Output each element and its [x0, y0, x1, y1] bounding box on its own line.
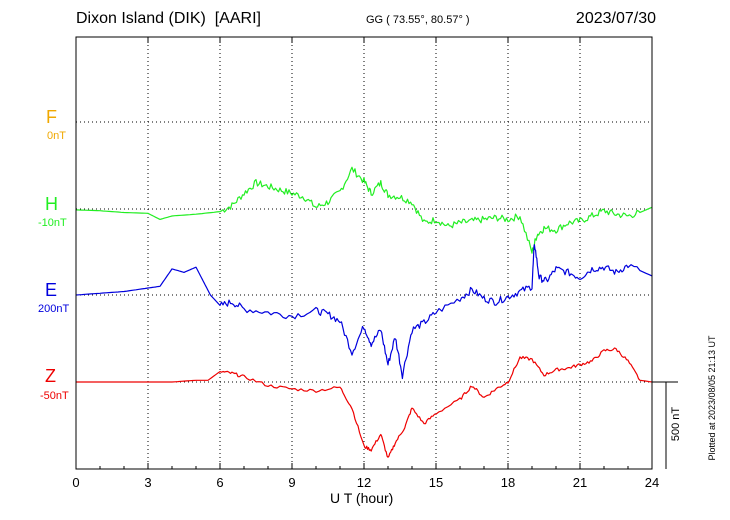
geo-coords: GG ( 73.55°, 80.57° ) [366, 14, 470, 26]
baseline-H: -10nT [38, 217, 67, 229]
tick-label-3: 3 [144, 475, 151, 490]
tick-label-24: 24 [645, 475, 659, 490]
tick-label-9: 9 [288, 475, 295, 490]
series-line-Z [76, 347, 653, 458]
tick-label-0: 0 [72, 475, 79, 490]
label-Z: Z [45, 366, 56, 386]
station-name: Dixon Island (DIK) [76, 10, 206, 27]
plot-frame [75, 36, 653, 470]
plotted-note: Plotted at 2023/08/05 21:13 UT [707, 335, 717, 461]
station-org: [AARI] [214, 10, 261, 27]
label-F: F [46, 107, 57, 127]
baseline-F: 0nT [47, 130, 66, 142]
scale-bar-label: 500 nT [670, 406, 682, 442]
x-ticks: 0 3 6 9 12 15 18 21 24 [72, 37, 659, 490]
series-line-E [75, 244, 653, 380]
tick-label-12: 12 [357, 475, 371, 490]
tick-label-21: 21 [573, 475, 587, 490]
plot-date: 2023/07/30 [575, 10, 656, 27]
tick-label-18: 18 [501, 475, 515, 490]
series-line-H [75, 166, 653, 254]
label-H: H [45, 194, 58, 214]
baseline-E: 200nT [38, 303, 70, 315]
x-axis-title: U T (hour) [330, 490, 394, 506]
baseline-Z: -50nT [40, 390, 69, 402]
series-layer [75, 166, 653, 458]
tick-label-15: 15 [429, 475, 443, 490]
station-title: Dixon Island (DIK) [AARI] [76, 10, 261, 28]
label-E: E [45, 280, 58, 300]
tick-label-6: 6 [216, 475, 223, 490]
grid-lines [76, 37, 652, 469]
